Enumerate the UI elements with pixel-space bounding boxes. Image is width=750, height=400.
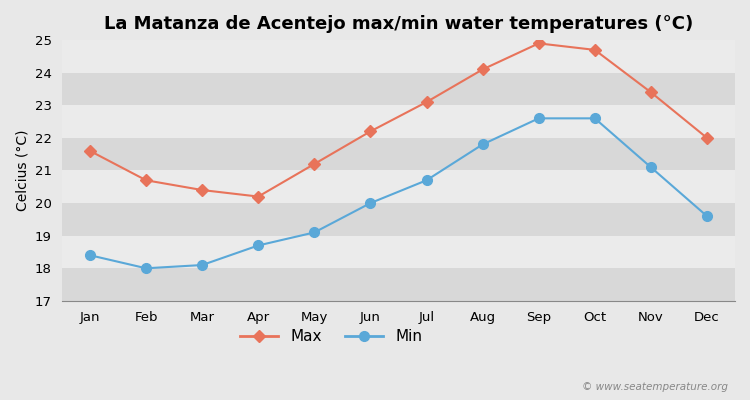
Bar — [62, 40, 735, 73]
Y-axis label: Celcius (°C): Celcius (°C) — [15, 130, 29, 211]
Bar — [62, 236, 735, 268]
Bar — [62, 73, 735, 105]
Bar — [62, 170, 735, 203]
Legend: Max, Min: Max, Min — [234, 323, 428, 351]
Bar — [62, 138, 735, 170]
Bar — [62, 203, 735, 236]
Bar — [62, 105, 735, 138]
Title: La Matanza de Acentejo max/min water temperatures (°C): La Matanza de Acentejo max/min water tem… — [104, 15, 693, 33]
Bar — [62, 268, 735, 301]
Text: © www.seatemperature.org: © www.seatemperature.org — [581, 382, 728, 392]
